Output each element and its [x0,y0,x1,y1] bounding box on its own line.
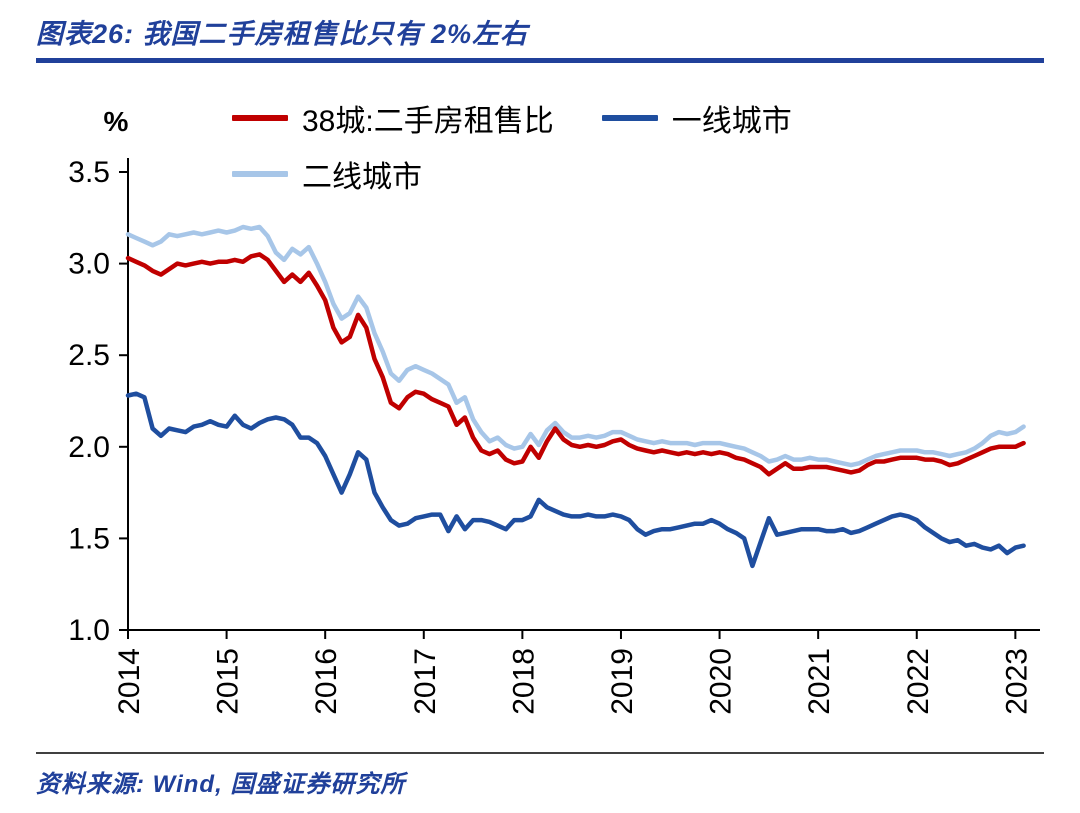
title-rule [36,58,1044,63]
legend-item-tier2: 二线城市 [232,152,422,196]
y-tick-label: 3.0 [68,248,110,281]
legend-swatch-38cities [232,115,288,121]
x-tick-label: 2019 [606,648,639,715]
series-line-二线城市 [125,224,1026,468]
x-tick-label: 2021 [803,648,836,715]
legend-swatch-tier2 [232,171,288,177]
series-line-一线城市 [125,391,1026,569]
y-tick-label: 1.0 [68,614,110,647]
legend-label-tier2: 二线城市 [302,161,422,194]
source-text: 资料来源: Wind, 国盛证券研究所 [36,771,406,798]
y-tick-label: 2.5 [68,339,110,372]
x-tick-label: 2016 [310,648,343,715]
x-tick-label: 2022 [902,648,935,715]
x-tick-label: 2017 [409,648,442,715]
legend-row-1: 38城:二手房租售比 一线城市 [232,96,792,140]
series-line-38城:二手房租售比 [125,252,1026,477]
chart-canvas: 3.5 3.0 2.5 2.0 1.5 1.0% 2014 2015 2016 2017 2018 2… [68,106,1040,715]
figure-title: 图表26: 我国二手房租售比只有 2%左右 [36,19,529,49]
footer-rule [36,752,1044,754]
x-tick-label: 2020 [705,648,738,715]
legend-label-tier1: 一线城市 [671,105,792,138]
legend-label-38cities: 38城:二手房租售比 [302,105,554,138]
y-tick-label: 3.5 [68,156,110,189]
legend-item-38cities: 38城:二手房租售比 [232,96,554,140]
y-tick-label: 1.5 [68,522,110,555]
x-tick-label: 2015 [212,648,245,715]
x-tick-label: 2018 [507,648,540,715]
y-unit-label: % [104,106,129,137]
x-tick-label: 2014 [113,648,146,715]
legend-item-tier1: 一线城市 [601,96,792,140]
legend-swatch-tier1 [601,115,658,121]
x-tick-label: 2023 [1000,648,1033,715]
legend-row-2: 二线城市 [232,152,792,196]
chart-legend: 38城:二手房租售比 一线城市 二线城市 [232,96,792,196]
y-tick-label: 2.0 [68,431,110,464]
